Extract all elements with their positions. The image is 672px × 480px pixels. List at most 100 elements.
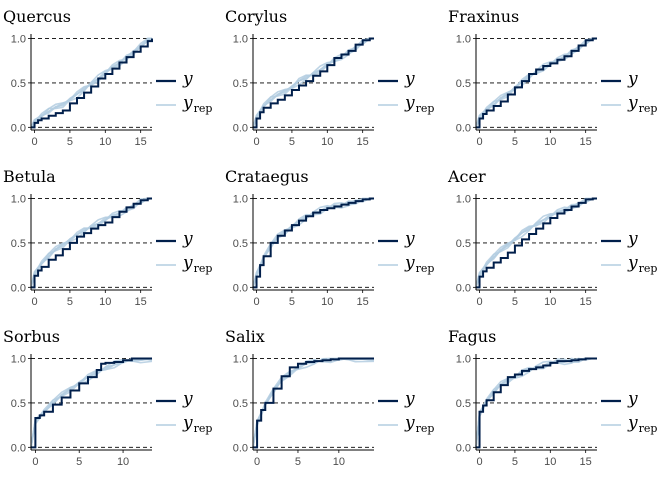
series-y-rep-line	[30, 197, 152, 288]
legend-label-y: y	[627, 69, 638, 89]
y-tick-label: 1.0	[11, 193, 26, 205]
panel-title: Acer	[447, 167, 486, 186]
x-tick-label: 10	[321, 136, 333, 148]
legend-label-y-rep: yrep	[404, 253, 434, 275]
panel-title: Corylus	[225, 7, 287, 26]
y-tick-label: 0.5	[456, 398, 471, 410]
legend-label-y-rep: yrep	[182, 253, 212, 275]
x-tick-label: 5	[512, 136, 518, 148]
x-tick-label: 15	[357, 296, 369, 308]
legend-label-y-rep-main: y	[182, 413, 193, 433]
y-tick-label: 0.5	[11, 78, 26, 90]
legend-label-y-rep-sub: rep	[639, 262, 658, 275]
x-tick-label: 0	[476, 136, 482, 148]
legend-label-y-rep-sub: rep	[639, 422, 658, 435]
y-tick-label: 0.5	[456, 238, 471, 250]
legend-label-y-rep-main: y	[627, 413, 638, 433]
panel-title: Sorbus	[3, 327, 60, 346]
y-tick-label: 1.0	[11, 33, 26, 45]
y-tick-label: 0.0	[456, 442, 471, 454]
x-tick-label: 5	[289, 136, 295, 148]
legend-label-y-rep: yrep	[627, 413, 657, 435]
series-y-rep-line	[475, 197, 598, 288]
x-tick-label: 10	[99, 136, 111, 148]
x-tick-label: 5	[67, 296, 73, 308]
panel-title: Quercus	[3, 7, 71, 26]
x-tick-label: 10	[333, 456, 345, 468]
series-y-rep-line	[30, 197, 152, 288]
series-y-line	[476, 357, 597, 449]
series-y-line	[476, 37, 597, 129]
series-y-rep-line	[30, 357, 153, 448]
x-tick-label: 15	[357, 136, 369, 148]
series-y-line	[476, 197, 597, 289]
x-tick-label: 5	[67, 136, 73, 148]
panel-title: Fraxinus	[448, 7, 519, 26]
series-y-line	[253, 37, 374, 129]
panel-title: Salix	[225, 327, 265, 346]
y-tick-label: 0.0	[233, 122, 248, 134]
x-tick-label: 0	[476, 456, 482, 468]
legend-label-y-rep: yrep	[627, 93, 657, 115]
legend-label-y: y	[404, 69, 415, 89]
legend-label-y-rep-sub: rep	[194, 102, 213, 115]
legend-label-y-rep-main: y	[182, 93, 193, 113]
series-y-line	[31, 38, 153, 129]
legend-label-y-rep: yrep	[182, 93, 212, 115]
y-tick-label: 1.0	[11, 353, 26, 365]
legend-label-y-rep: yrep	[182, 413, 212, 435]
series-y-line	[31, 197, 152, 289]
y-tick-label: 0.0	[456, 282, 471, 294]
x-tick-label: 0	[476, 296, 482, 308]
series-y-line	[253, 197, 374, 289]
y-tick-label: 0.5	[233, 398, 248, 410]
x-tick-label: 10	[117, 456, 129, 468]
y-tick-label: 1.0	[233, 353, 248, 365]
y-tick-label: 1.0	[233, 33, 248, 45]
x-tick-label: 5	[295, 456, 301, 468]
x-tick-label: 0	[253, 136, 259, 148]
x-tick-label: 0	[31, 296, 37, 308]
legend-label-y-rep-sub: rep	[639, 102, 658, 115]
legend-label-y: y	[404, 229, 415, 249]
y-tick-label: 0.5	[11, 398, 26, 410]
series-y-rep-line	[475, 197, 597, 288]
legend-label-y-rep: yrep	[404, 413, 434, 435]
legend-label-y-rep-main: y	[404, 93, 415, 113]
series-y-rep-line	[30, 197, 153, 288]
x-tick-label: 5	[512, 456, 518, 468]
series-y-rep-line	[30, 357, 153, 448]
series-y-rep-line	[475, 357, 597, 448]
x-tick-label: 10	[544, 136, 556, 148]
legend-label-y: y	[404, 389, 415, 409]
legend-label-y-rep-main: y	[404, 413, 415, 433]
legend-label-y: y	[182, 229, 193, 249]
series-y-rep-line	[475, 197, 598, 288]
x-tick-label: 0	[254, 456, 260, 468]
legend-label-y: y	[182, 69, 193, 89]
legend: y yrep	[156, 229, 212, 275]
x-tick-label: 15	[580, 136, 592, 148]
x-tick-label: 15	[580, 296, 592, 308]
series-y-line	[253, 357, 374, 449]
series-y-rep-line	[30, 357, 153, 448]
y-tick-label: 0.5	[456, 78, 471, 90]
y-tick-label: 0.0	[11, 122, 26, 134]
y-tick-label: 0.0	[233, 442, 248, 454]
legend: y yrep	[378, 229, 434, 275]
y-tick-label: 0.0	[233, 282, 248, 294]
y-tick-label: 0.0	[11, 442, 26, 454]
